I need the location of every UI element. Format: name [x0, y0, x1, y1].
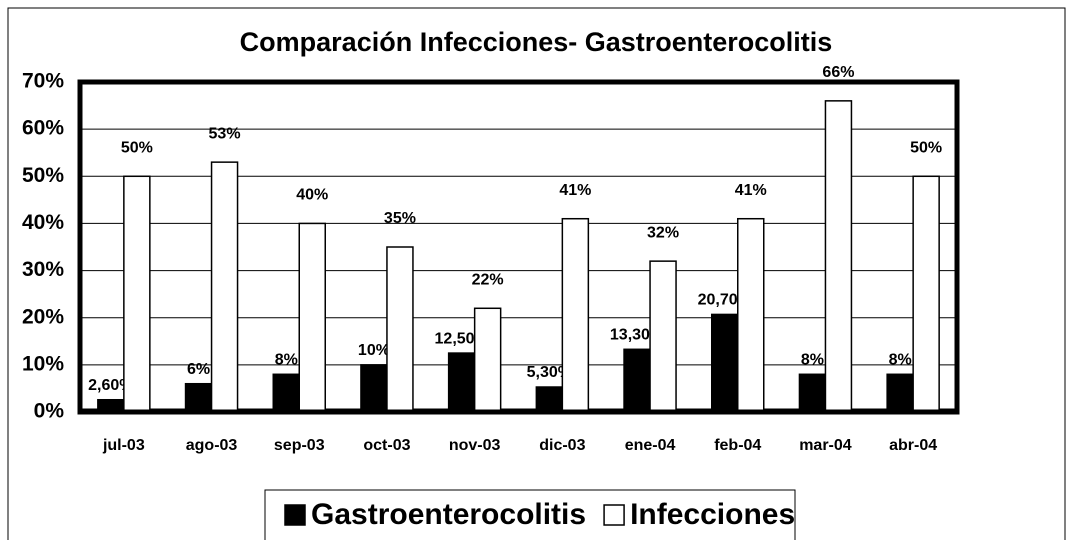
data-label: 8% — [801, 352, 824, 369]
y-tick-label: 40% — [22, 211, 64, 234]
bar — [272, 373, 300, 413]
legend-label: Infecciones — [630, 498, 795, 531]
y-tick-label: 70% — [22, 70, 64, 93]
bar — [447, 352, 476, 413]
bar — [210, 161, 239, 413]
bar — [473, 307, 502, 413]
x-tick-label: dic-03 — [539, 437, 585, 454]
data-label: 66% — [822, 64, 854, 81]
x-tick-label: jul-03 — [102, 437, 145, 454]
data-label: 2,60% — [88, 377, 133, 394]
legend-swatch — [284, 504, 306, 526]
x-tick-label: abr-04 — [889, 437, 937, 454]
data-label: 40% — [296, 187, 328, 204]
y-tick-label: 20% — [22, 305, 64, 328]
y-tick-label: 60% — [22, 117, 64, 140]
bar — [623, 348, 651, 413]
y-tick-label: 50% — [22, 164, 64, 187]
bar — [123, 175, 151, 413]
bar — [386, 246, 414, 413]
data-label: 5,30% — [527, 364, 572, 381]
data-label: 41% — [559, 182, 591, 199]
bar — [798, 373, 827, 413]
bar — [360, 364, 388, 413]
bar — [886, 373, 914, 413]
bar — [535, 386, 564, 413]
x-tick-label: nov-03 — [449, 437, 501, 454]
data-label: 8% — [889, 352, 912, 369]
legend-label: Gastroenterocolitis — [311, 498, 586, 531]
x-tick-label: sep-03 — [274, 437, 325, 454]
data-label: 8% — [275, 352, 298, 369]
bar — [298, 222, 326, 413]
y-tick-label: 0% — [34, 400, 65, 423]
legend-box — [264, 489, 796, 540]
chart-title: Comparación Infecciones- Gastroenterocol… — [240, 27, 833, 57]
bar — [561, 217, 590, 413]
x-tick-label: mar-04 — [799, 437, 852, 454]
x-tick-label: ago-03 — [186, 437, 238, 454]
bar — [711, 313, 739, 413]
data-label: 22% — [472, 272, 504, 289]
legend-swatch — [603, 504, 625, 526]
y-tick-label: 30% — [22, 258, 64, 281]
data-label: 50% — [910, 140, 942, 157]
x-tick-label: feb-04 — [714, 437, 761, 454]
bar — [824, 100, 853, 413]
x-tick-label: oct-03 — [363, 437, 410, 454]
bar — [912, 175, 940, 413]
bar — [184, 382, 213, 413]
data-label: 10% — [358, 342, 390, 359]
data-label: 32% — [647, 224, 679, 241]
data-label: 35% — [384, 210, 416, 227]
data-label: 6% — [187, 361, 210, 378]
x-tick-label: ene-04 — [625, 437, 676, 454]
data-label: 53% — [209, 125, 241, 142]
bar — [737, 217, 765, 413]
y-tick-label: 10% — [22, 352, 64, 375]
data-label: 50% — [121, 140, 153, 157]
data-label: 41% — [735, 182, 767, 199]
chart-border — [7, 7, 1066, 540]
bar — [649, 260, 677, 413]
plot-frame — [77, 79, 960, 415]
